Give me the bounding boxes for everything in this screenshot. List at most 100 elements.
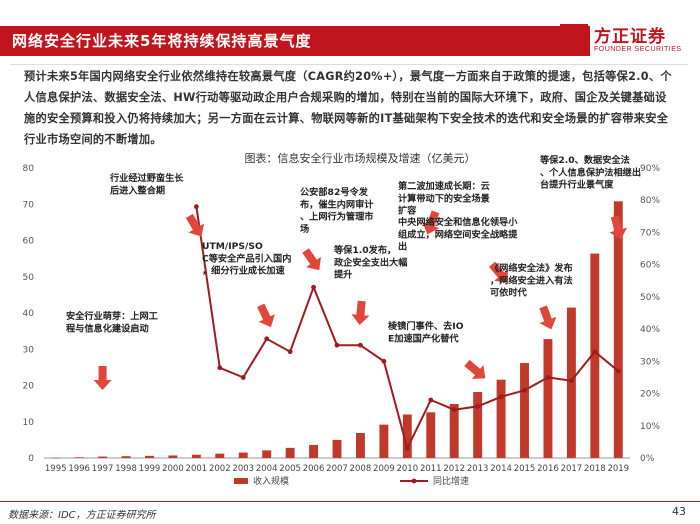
revenue-bar [98,456,108,458]
growth-point [193,204,199,210]
growth-point [545,375,551,380]
growth-point [404,445,410,451]
legend-swatch-revenue [234,478,248,484]
revenue-bar [496,379,506,458]
growth-point [451,407,457,413]
y-right-tick-label: 80% [640,196,660,206]
x-tick-label: 2016 [537,464,559,474]
revenue-bar [74,457,84,458]
growth-point [592,349,598,355]
annotation-text: 行业经过野蛮生长后进入整合期 [109,172,184,196]
y-right-tick-label: 60% [640,261,660,271]
x-tick-label: 2007 [326,464,348,474]
annotation-text: 第二波加速成长期：云计算带动下的安全场景扩容 [398,180,490,216]
revenue-bar [379,424,389,458]
growth-point [615,368,621,374]
header-bar: 网络安全行业未来5年将持续保持高景气度 [0,26,590,56]
revenue-bar [285,447,295,458]
revenue-bar [168,455,178,458]
growth-point [264,336,270,342]
y-right-tick-label: 20% [640,390,660,400]
data-source: 数据来源：IDC，方正证券研究所 [8,510,156,521]
annotation-arrow-icon [422,210,440,235]
growth-point [217,365,223,371]
y-left-tick-label: 80 [23,164,35,174]
x-tick-label: 1996 [68,464,90,474]
x-tick-label: 2006 [303,464,325,474]
x-tick-label: 2010 [396,464,418,474]
revenue-bar [51,457,61,459]
x-tick-label: 1998 [115,464,137,474]
revenue-bar [145,455,154,458]
annotation-arrow-icon [489,261,508,283]
annotation-arrow-icon [302,248,321,271]
x-tick-label: 2005 [279,464,301,474]
annotation-arrow-icon [351,300,370,325]
y-left-tick-label: 60 [23,237,35,247]
annotation-text: 棱镜门事件、去IO E加速国产化替代 [388,320,464,344]
y-right-tick-label: 70% [640,228,660,238]
revenue-bar [238,452,248,458]
revenue-bar [473,392,483,458]
revenue-bar [355,432,365,458]
x-tick-label: 2011 [420,464,442,474]
annotation-text: 公安部82号令发布，催生内网审计、上网行为管理市场 [300,186,374,235]
logo-text-cn: 方正证券 [594,27,666,47]
x-tick-label: 2019 [607,464,629,474]
x-tick-label: 2004 [256,464,278,474]
revenue-bar [332,439,342,458]
revenue-bar [590,253,600,458]
company-logo: 方正证券 FOUNDER SECURITIES [558,20,698,66]
revenue-bar [262,450,272,458]
growth-point [240,375,246,380]
growth-point [475,404,481,409]
page-title: 网络安全行业未来5年将持续保持高景气度 [12,32,312,50]
y-right-tick-label: 10% [640,422,660,432]
revenue-bar [449,403,459,458]
legend-label-revenue: 收入规模 [253,475,289,487]
annotation-arrow-icon [539,305,557,330]
x-tick-label: 2003 [232,464,254,474]
x-tick-label: 1999 [139,464,161,474]
growth-point [311,284,316,290]
y-left-tick-label: 20 [23,382,35,392]
chart-title: 图表：信息安全行业市场规模及增速（亿美元） [245,151,476,165]
x-tick-label: 2008 [350,464,372,474]
annotation-text: 等保2.0、数据安全法、个人信息保护法相继出台提升行业景气度 [539,154,641,190]
revenue-bar [520,363,529,458]
x-tick-label: 2014 [490,464,512,474]
x-tick-label: 2018 [584,464,606,474]
revenue-bar [191,454,201,458]
revenue-bar [426,412,436,458]
footer-divider [0,501,700,502]
intro-paragraph: 预计未来5年国内网络安全行业依然维持在较高景气度（CAGR约20%+），景气度一… [24,70,672,146]
annotation-arrow-icon [93,366,112,390]
annotation-arrow-icon [609,215,627,240]
x-tick-label: 2000 [162,464,184,474]
annotation-text: UTM/IPS/SO C等安全产品引入国内，细分行业成长加速 [202,241,291,276]
x-tick-label: 2001 [186,464,208,474]
y-right-tick-label: 40% [640,325,660,335]
annotation-arrow-icon [257,303,275,328]
y-left-tick-label: 30 [23,345,35,355]
x-tick-label: 2012 [443,464,465,474]
legend-label-growth: 同比增速 [433,475,469,487]
growth-point [381,358,387,364]
growth-point [569,378,574,384]
annotation-text: 《网络安全法》发布，网络安全进入有法可依时代 [490,262,573,298]
y-right-tick-label: 30% [640,357,660,367]
x-tick-label: 2017 [561,464,583,474]
annotation-arrow-icon [185,213,205,237]
revenue-bar [613,201,623,458]
x-tick-label: 1995 [45,464,67,474]
x-tick-label: 2002 [209,464,231,474]
y-right-tick-label: 90% [640,164,660,174]
y-left-tick-label: 70 [23,200,35,210]
x-tick-label: 2013 [467,464,489,474]
page-number: 43 [672,505,686,518]
annotation-arrow-icon [464,359,486,379]
y-right-tick-label: 50% [640,293,660,303]
revenue-bar [402,414,412,458]
revenue-bar [309,444,319,458]
growth-point [358,342,363,348]
